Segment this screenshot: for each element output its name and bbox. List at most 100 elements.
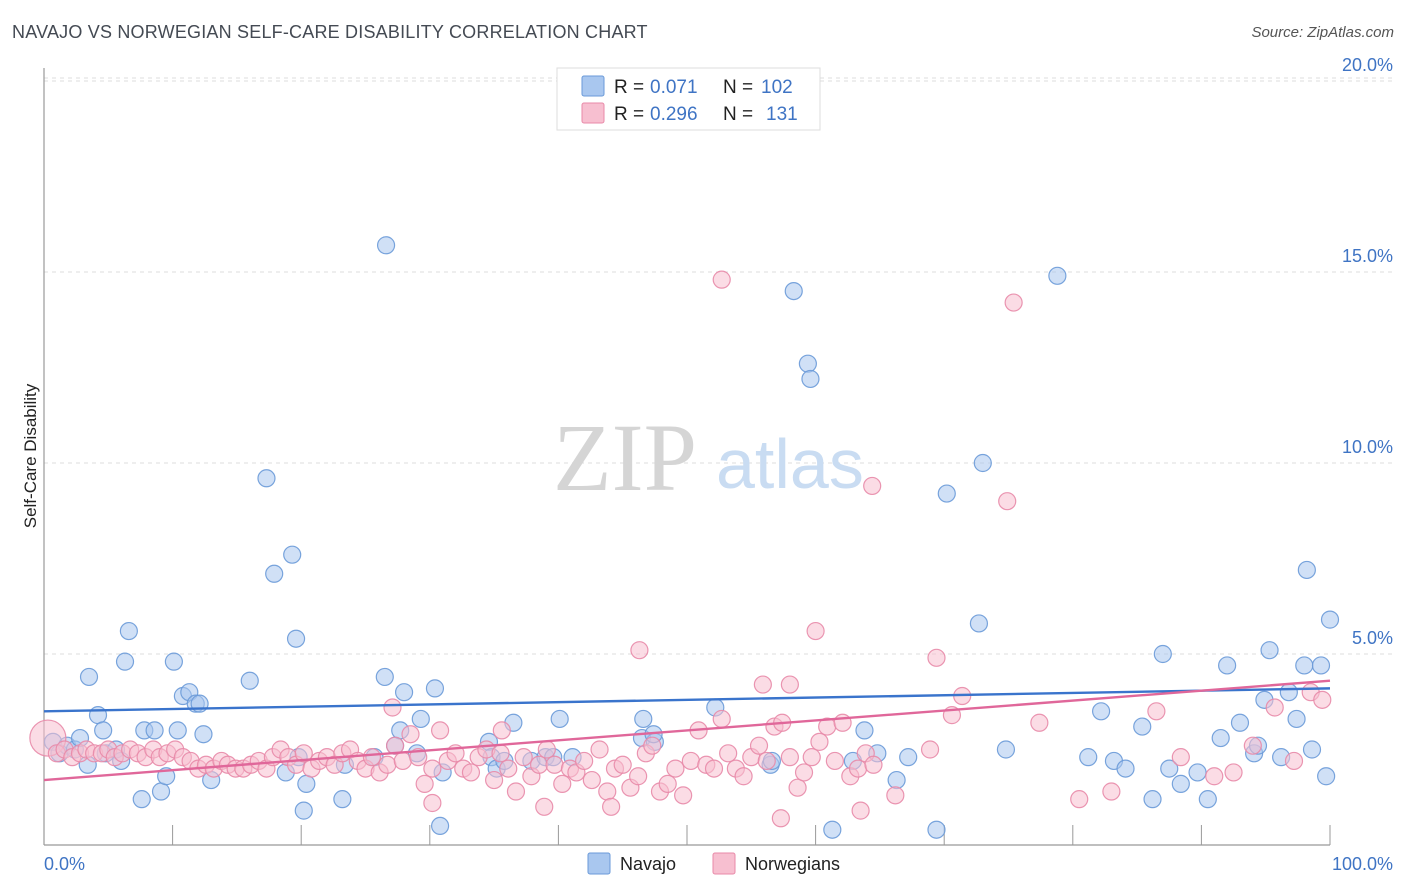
- norwegians-point: [506, 782, 526, 801]
- norwegians-point: [383, 698, 402, 717]
- norwegians-point: [802, 748, 821, 767]
- norwegians-point: [629, 767, 648, 786]
- norwegians-point: [1224, 763, 1243, 782]
- norwegians-point: [485, 770, 504, 790]
- norwegians-point: [1265, 698, 1284, 717]
- navajo-point: [1091, 702, 1111, 721]
- norwegians-point: [537, 740, 556, 759]
- norwegians-point: [1205, 767, 1224, 786]
- y-tick-label: 5.0%: [1352, 628, 1393, 648]
- norwegians-point: [514, 748, 533, 767]
- norwegians-point: [753, 675, 772, 694]
- navajo-point: [798, 354, 817, 373]
- navajo-point: [1302, 740, 1322, 759]
- norwegians-point: [613, 755, 632, 774]
- norwegians-points: [29, 270, 1332, 828]
- navajo-point: [1218, 656, 1237, 675]
- navajo-point: [1311, 656, 1331, 675]
- norwegians-point: [780, 675, 799, 694]
- navajo-trend-line: [43, 687, 1331, 713]
- norwegians-point: [415, 774, 434, 793]
- y-tick-label: 15.0%: [1342, 246, 1393, 266]
- norwegians-point: [492, 721, 511, 740]
- chart-title: NAVAJO VS NORWEGIAN SELF-CARE DISABILITY…: [12, 22, 648, 42]
- norwegians-point: [1147, 702, 1166, 721]
- norwegians-point: [575, 751, 594, 771]
- norwegians-point: [423, 793, 442, 813]
- navajo-point: [376, 236, 396, 255]
- norwegians-point: [851, 801, 870, 820]
- navajo-point: [115, 652, 135, 671]
- navajo-point: [151, 782, 171, 801]
- top-legend: R = 0.071 N = 102 R = 0.296 N = 131: [556, 67, 821, 131]
- legend-n-label-navajo: N =: [723, 77, 753, 98]
- norwegians-point: [430, 721, 450, 740]
- navajo-points: [43, 236, 1340, 839]
- navajo-point: [1160, 759, 1179, 778]
- watermark-zip: ZIP: [553, 404, 697, 511]
- navajo-point: [937, 484, 956, 503]
- legend-r-value-norwegians: 0.296: [650, 104, 698, 125]
- norwegians-point: [590, 740, 609, 759]
- navajo-point: [1188, 763, 1207, 782]
- norwegians-point: [920, 740, 940, 759]
- chart-source: Source: ZipAtlas.com: [1251, 24, 1394, 41]
- navajo-point: [550, 709, 569, 729]
- navajo-point: [132, 790, 151, 809]
- norwegians-point: [712, 270, 731, 289]
- navajo-point: [411, 709, 430, 729]
- navajo-point: [801, 369, 820, 389]
- navajo-point: [899, 748, 918, 767]
- navajo-point: [94, 721, 113, 740]
- navajo-point: [1079, 748, 1098, 767]
- norwegians-point: [719, 744, 738, 763]
- norwegians-point: [806, 621, 825, 641]
- navajo-point: [996, 740, 1016, 759]
- x-tick-label-min: 0.0%: [44, 854, 85, 874]
- navajo-point: [1171, 774, 1190, 793]
- y-axis-title: Self-Care Disability: [21, 383, 40, 528]
- navajo-point: [283, 545, 302, 564]
- navajo-point: [286, 629, 306, 648]
- navajo-point: [168, 721, 187, 740]
- navajo-point: [257, 469, 276, 488]
- norwegians-point: [423, 759, 442, 778]
- legend-swatch-norwegians: [581, 102, 605, 124]
- norwegians-point: [362, 748, 382, 767]
- navajo-point: [927, 820, 946, 839]
- navajo-point: [425, 679, 445, 698]
- legend-n-value-navajo: 102: [761, 77, 793, 98]
- norwegians-point: [393, 751, 412, 771]
- navajo-point: [634, 709, 653, 729]
- navajo-point: [430, 816, 450, 836]
- norwegians-point: [1171, 748, 1190, 767]
- navajo-point: [297, 774, 316, 793]
- navajo-point: [1297, 560, 1316, 580]
- norwegians-point: [401, 725, 420, 744]
- norwegians-point: [643, 736, 662, 755]
- navajo-point: [1153, 644, 1172, 664]
- navajo-point: [194, 725, 213, 744]
- norwegians-point: [863, 476, 882, 496]
- norwegians-point: [998, 492, 1017, 511]
- norwegians-point: [499, 759, 518, 778]
- legend-r-label-norwegians: R =: [614, 104, 644, 125]
- legend-swatch-navajo: [581, 75, 605, 97]
- legend-r-label-navajo: R =: [614, 77, 644, 98]
- navajo-point: [1116, 759, 1135, 778]
- norwegians-point: [681, 751, 700, 771]
- norwegians-point: [734, 767, 753, 786]
- gridlines: [44, 77, 1393, 655]
- norwegians-point: [674, 786, 693, 805]
- navajo-point: [1198, 790, 1217, 809]
- navajo-point: [394, 683, 414, 702]
- bottom-legend: Navajo Norwegians: [587, 852, 840, 875]
- norwegians-point: [294, 744, 313, 763]
- norwegians-point: [757, 751, 776, 771]
- y-tick-labels: 5.0% 10.0% 15.0% 20.0%: [1342, 55, 1393, 648]
- norwegians-point: [771, 809, 790, 828]
- norwegians-point: [1004, 293, 1023, 312]
- navajo-point: [1279, 683, 1298, 702]
- navajo-point: [1287, 709, 1306, 729]
